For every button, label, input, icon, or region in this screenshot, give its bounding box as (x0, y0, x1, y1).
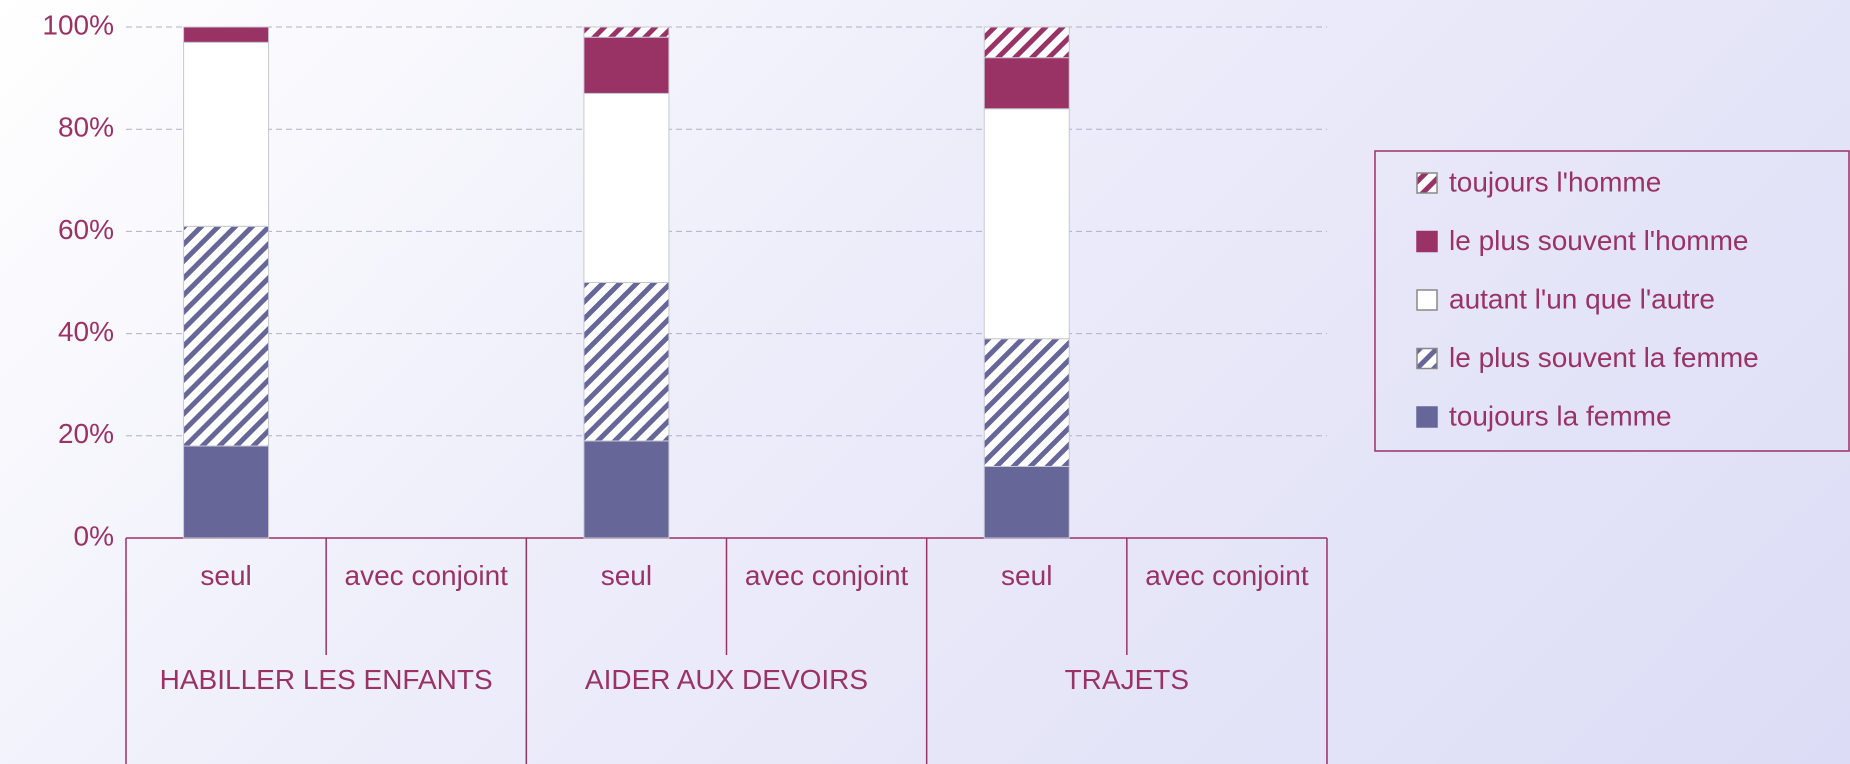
bar-segment (183, 26, 270, 43)
y-tick-label: 80% (58, 112, 114, 143)
bar-segment (583, 282, 670, 442)
bar-segment (583, 440, 670, 539)
bar-segment (983, 57, 1070, 110)
group-label: TRAJETS (1064, 664, 1190, 695)
legend-marker (1416, 230, 1438, 253)
x-tick-label: avec conjoint (744, 560, 909, 591)
bar-segment (583, 36, 670, 94)
group-label: HABILLER LES ENFANTS (159, 664, 493, 695)
bar-segment (983, 26, 1070, 59)
legend-label: toujours la femme (1449, 400, 1672, 431)
x-tick-label: avec conjoint (344, 560, 508, 591)
y-tick-label: 60% (58, 214, 114, 245)
y-tick-label: 40% (58, 316, 114, 347)
bar-segment (183, 41, 270, 227)
legend-marker (1416, 172, 1438, 194)
bar-segment (983, 108, 1070, 340)
legend-label: autant l'un que l'autre (1449, 283, 1715, 314)
bar-segment (183, 445, 270, 539)
legend-marker (1416, 347, 1438, 370)
legend-label: le plus souvent l'homme (1449, 225, 1749, 256)
bar-segment (183, 225, 270, 447)
bar-segment (583, 92, 670, 284)
y-tick-label: 0% (74, 520, 114, 551)
legend-box (1374, 150, 1850, 452)
group-label: AIDER AUX DEVOIRS (584, 664, 869, 695)
bar-segment (983, 465, 1070, 539)
bar-segment (983, 338, 1070, 467)
legend-label: toujours l'homme (1449, 166, 1661, 197)
x-tick-label: seul (1001, 560, 1053, 591)
legend-label: le plus souvent la femme (1449, 342, 1759, 373)
legend-marker (1416, 289, 1438, 311)
y-tick-label: 100% (42, 9, 114, 40)
legend-marker (1416, 406, 1438, 428)
x-tick-label: avec conjoint (1145, 560, 1309, 591)
bars (183, 26, 1070, 539)
bar-segment (583, 26, 670, 38)
y-tick-label: 20% (58, 418, 114, 449)
x-tick-label: seul (600, 560, 653, 591)
x-tick-label: seul (200, 560, 252, 591)
